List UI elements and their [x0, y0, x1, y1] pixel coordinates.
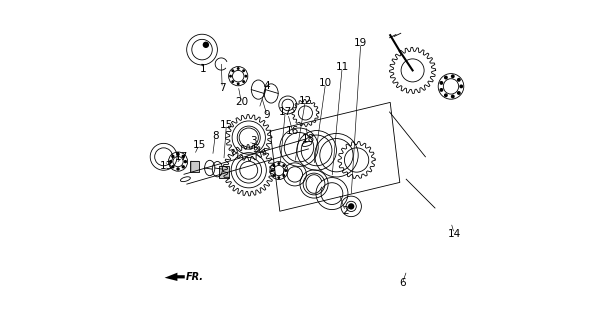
Text: 12: 12 [299, 96, 312, 106]
Circle shape [182, 155, 185, 158]
Text: 13: 13 [160, 161, 173, 172]
Circle shape [270, 169, 273, 172]
Circle shape [278, 162, 281, 165]
Circle shape [169, 160, 173, 163]
Circle shape [459, 84, 463, 88]
Circle shape [451, 94, 455, 99]
Circle shape [440, 81, 443, 85]
Circle shape [184, 160, 187, 163]
Circle shape [457, 91, 460, 95]
Circle shape [282, 164, 286, 167]
Text: 17: 17 [279, 107, 292, 117]
Circle shape [273, 164, 275, 167]
Circle shape [176, 167, 180, 171]
Bar [219, 166, 228, 178]
Circle shape [171, 155, 174, 158]
Text: 4: 4 [263, 81, 270, 92]
Text: 9: 9 [263, 110, 270, 120]
Text: 20: 20 [235, 97, 248, 108]
Circle shape [182, 165, 185, 169]
Text: 5: 5 [252, 144, 258, 154]
Circle shape [282, 174, 286, 177]
Circle shape [237, 67, 239, 70]
Circle shape [231, 80, 234, 83]
Text: 11: 11 [336, 62, 349, 72]
Circle shape [457, 78, 460, 82]
Text: 8: 8 [212, 131, 219, 141]
Text: 10: 10 [319, 78, 332, 88]
Circle shape [348, 203, 354, 210]
Circle shape [284, 169, 287, 172]
Text: 15: 15 [220, 120, 233, 130]
Circle shape [176, 153, 180, 156]
Polygon shape [165, 273, 185, 281]
Text: 18: 18 [302, 134, 315, 144]
Circle shape [237, 82, 239, 85]
Circle shape [278, 176, 281, 179]
Bar [190, 161, 199, 172]
Text: 2: 2 [342, 206, 349, 216]
Circle shape [242, 69, 245, 72]
Circle shape [171, 165, 174, 169]
Text: 14: 14 [448, 228, 461, 239]
Circle shape [229, 75, 232, 78]
Text: 15: 15 [193, 140, 206, 150]
Circle shape [231, 69, 234, 72]
Text: 7: 7 [219, 83, 225, 93]
Circle shape [242, 80, 245, 83]
Circle shape [440, 88, 443, 92]
Circle shape [203, 42, 209, 48]
Text: 3: 3 [250, 136, 257, 146]
Circle shape [451, 74, 455, 78]
Text: 6: 6 [399, 278, 406, 288]
Text: FR.: FR. [186, 272, 204, 282]
Text: 19: 19 [354, 38, 367, 48]
Text: 16: 16 [286, 126, 299, 136]
Circle shape [244, 75, 247, 78]
Circle shape [444, 93, 448, 97]
Circle shape [444, 76, 448, 79]
Text: 17: 17 [175, 152, 188, 163]
Circle shape [273, 174, 275, 177]
Text: 1: 1 [200, 64, 206, 74]
